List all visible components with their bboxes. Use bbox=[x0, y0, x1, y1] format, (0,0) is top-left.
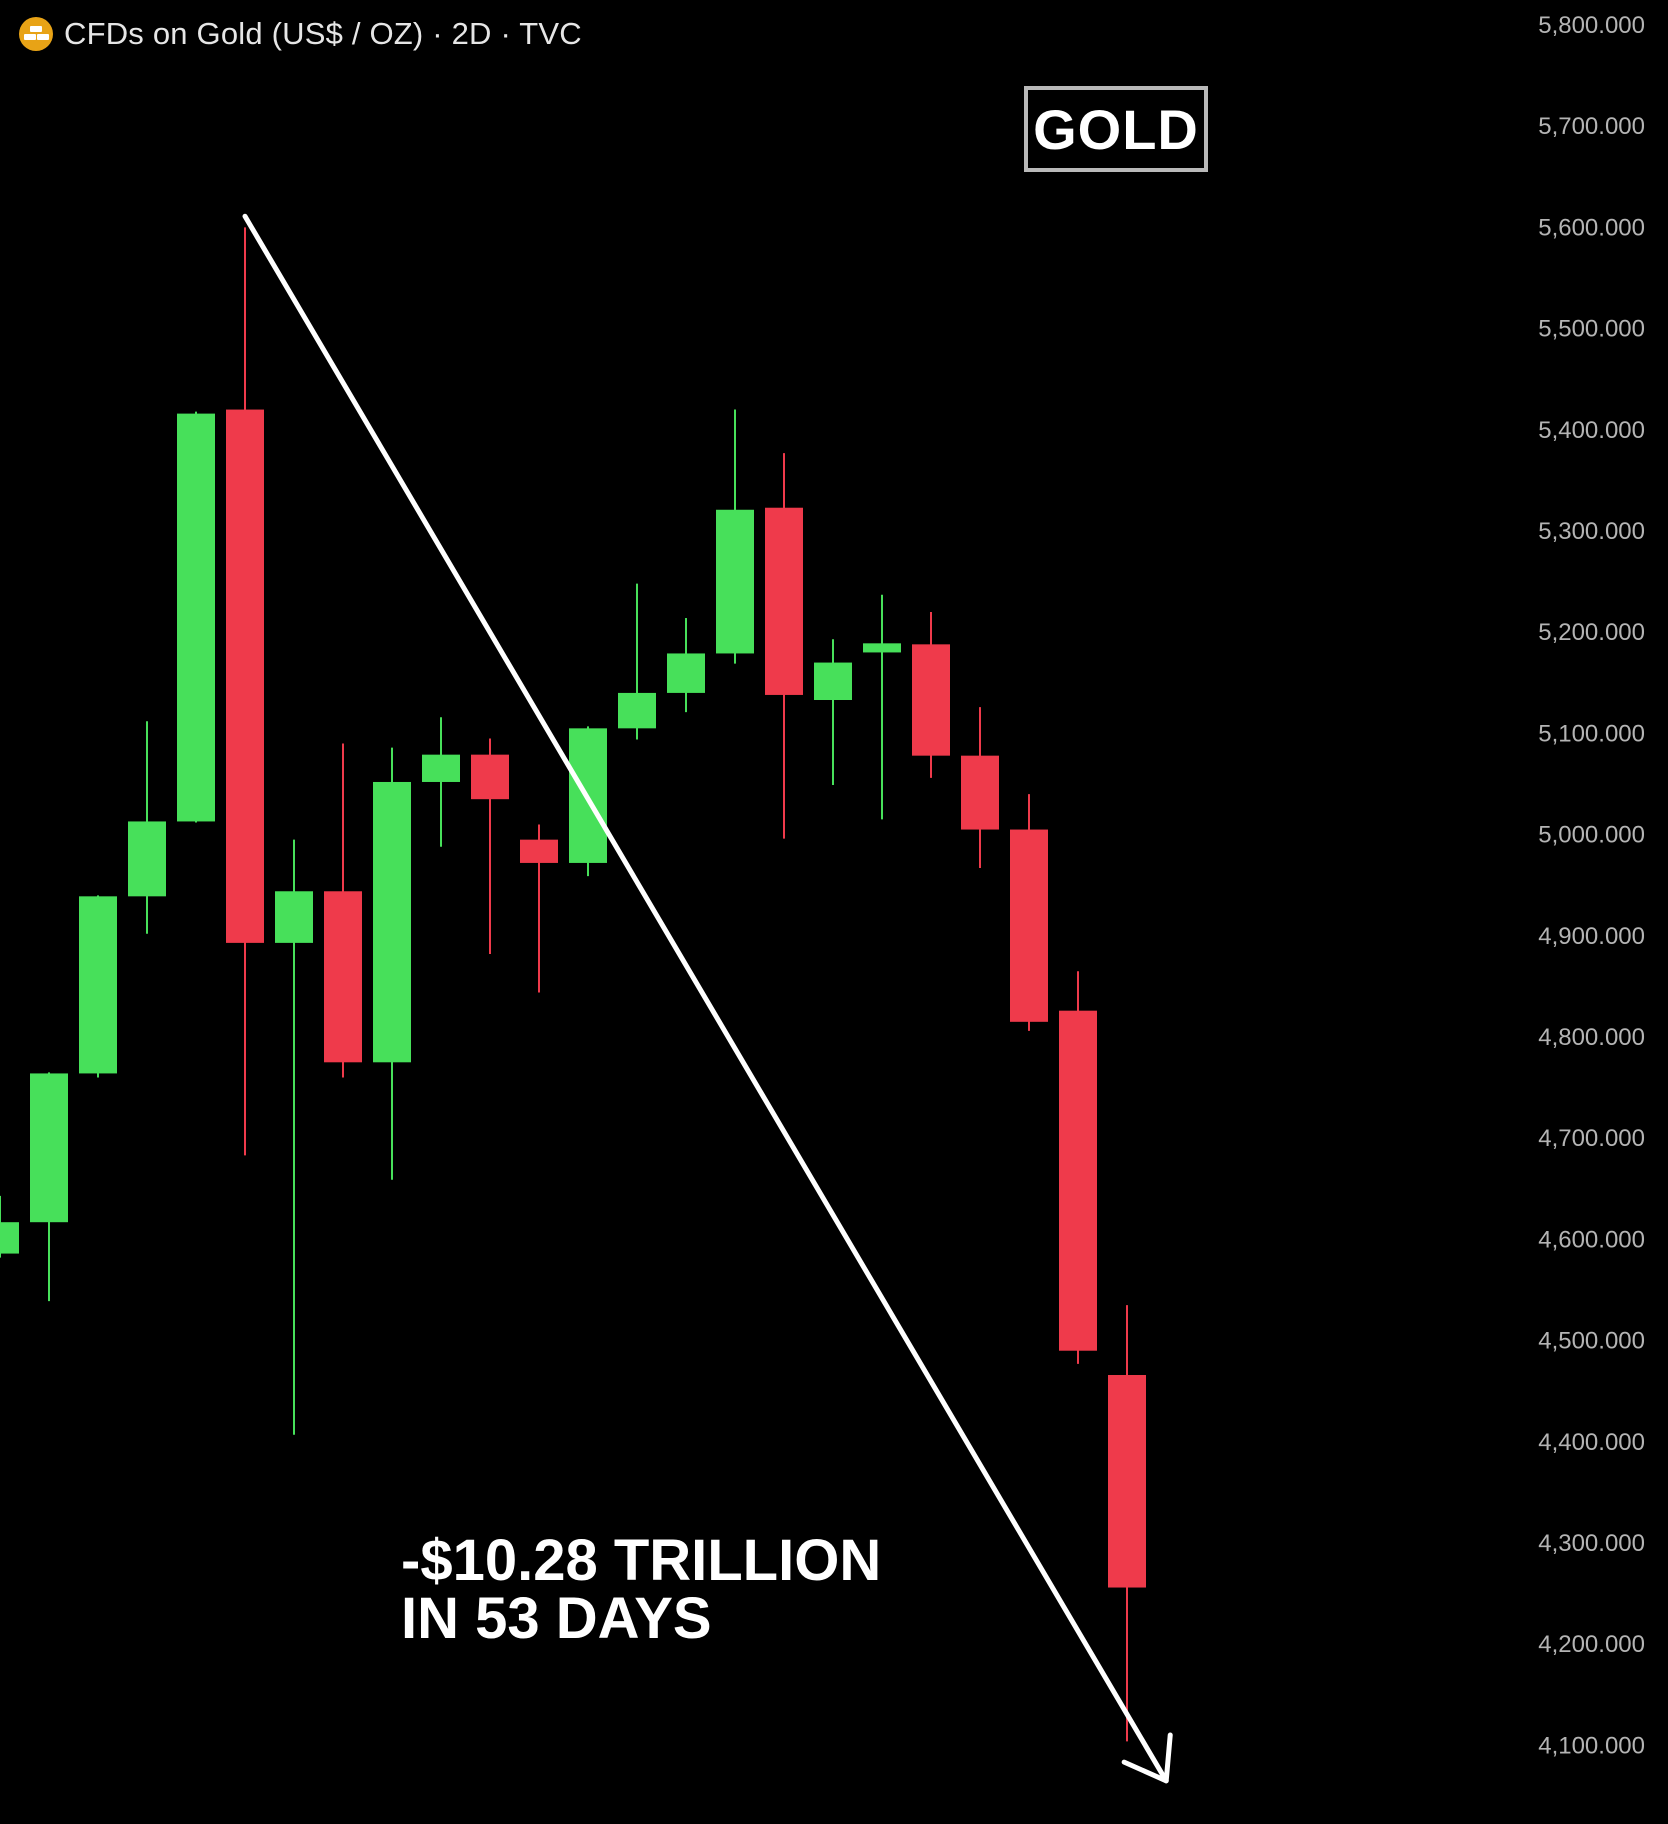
price-tick-label: 5,500.000 bbox=[1538, 316, 1645, 343]
price-tick-label: 5,200.000 bbox=[1538, 619, 1645, 646]
price-tick-label: 4,200.000 bbox=[1538, 1631, 1645, 1658]
trend-arrow-head bbox=[1121, 1732, 1173, 1784]
candle-up[interactable] bbox=[716, 509, 754, 654]
price-tick-label: 4,700.000 bbox=[1538, 1125, 1645, 1152]
candle-down[interactable] bbox=[324, 891, 362, 1063]
candle-up[interactable] bbox=[618, 692, 656, 729]
price-tick-label: 4,400.000 bbox=[1538, 1429, 1645, 1456]
price-tick-label: 4,800.000 bbox=[1538, 1024, 1645, 1051]
candle-down[interactable] bbox=[1059, 1010, 1097, 1351]
candle-up[interactable] bbox=[373, 781, 411, 1063]
price-tick-label: 5,600.000 bbox=[1538, 214, 1645, 241]
gold-badge-label: GOLD bbox=[1033, 97, 1199, 161]
price-tick-label: 4,600.000 bbox=[1538, 1226, 1645, 1253]
candle-down[interactable] bbox=[520, 839, 558, 863]
trend-arrow-layer bbox=[242, 213, 1173, 1784]
candle-up[interactable] bbox=[128, 821, 166, 897]
price-tick-label: 5,300.000 bbox=[1538, 518, 1645, 545]
gold-badge: GOLD bbox=[1024, 86, 1208, 172]
candles-layer bbox=[0, 227, 1146, 1742]
candle-down[interactable] bbox=[471, 754, 509, 800]
candle-up[interactable] bbox=[863, 643, 901, 653]
candle-up[interactable] bbox=[814, 662, 852, 701]
candle-up[interactable] bbox=[177, 413, 215, 822]
price-tick-label: 4,900.000 bbox=[1538, 923, 1645, 950]
chart-header: CFDs on Gold (US$ / OZ) · 2D · TVC bbox=[18, 14, 582, 54]
candle-down[interactable] bbox=[961, 755, 999, 830]
candle-down[interactable] bbox=[1010, 829, 1048, 1022]
price-tick-label: 4,500.000 bbox=[1538, 1328, 1645, 1355]
symbol-title[interactable]: CFDs on Gold (US$ / OZ) · 2D · TVC bbox=[64, 16, 582, 51]
price-tick-label: 5,700.000 bbox=[1538, 113, 1645, 140]
price-tick-label: 4,100.000 bbox=[1538, 1732, 1645, 1759]
price-tick-label: 5,800.000 bbox=[1538, 12, 1645, 39]
candle-up[interactable] bbox=[79, 896, 117, 1074]
candle-down[interactable] bbox=[1108, 1375, 1146, 1588]
candle-down[interactable] bbox=[912, 644, 950, 756]
candle-down[interactable] bbox=[765, 507, 803, 695]
candle-up[interactable] bbox=[422, 754, 460, 782]
candle-up[interactable] bbox=[275, 891, 313, 943]
candle-up[interactable] bbox=[30, 1073, 68, 1223]
gold-bars-icon bbox=[19, 17, 53, 51]
candle-up[interactable] bbox=[0, 1222, 19, 1254]
loss-annotation: -$10.28 TRILLION IN 53 DAYS bbox=[401, 1532, 881, 1648]
price-tick-label: 4,300.000 bbox=[1538, 1530, 1645, 1557]
price-tick-label: 5,000.000 bbox=[1538, 822, 1645, 849]
loss-annotation-line1: -$10.28 TRILLION bbox=[401, 1528, 882, 1593]
candle-down[interactable] bbox=[226, 409, 264, 943]
price-tick-label: 5,400.000 bbox=[1538, 417, 1645, 444]
trend-arrow-line bbox=[242, 213, 1169, 1784]
price-tick-label: 5,100.000 bbox=[1538, 720, 1645, 747]
loss-annotation-line2: IN 53 DAYS bbox=[401, 1586, 712, 1651]
price-axis[interactable]: 5,800.000 5,700.000 5,600.000 5,500.000 5,40… bbox=[1538, 12, 1645, 1759]
candle-up[interactable] bbox=[667, 653, 705, 693]
